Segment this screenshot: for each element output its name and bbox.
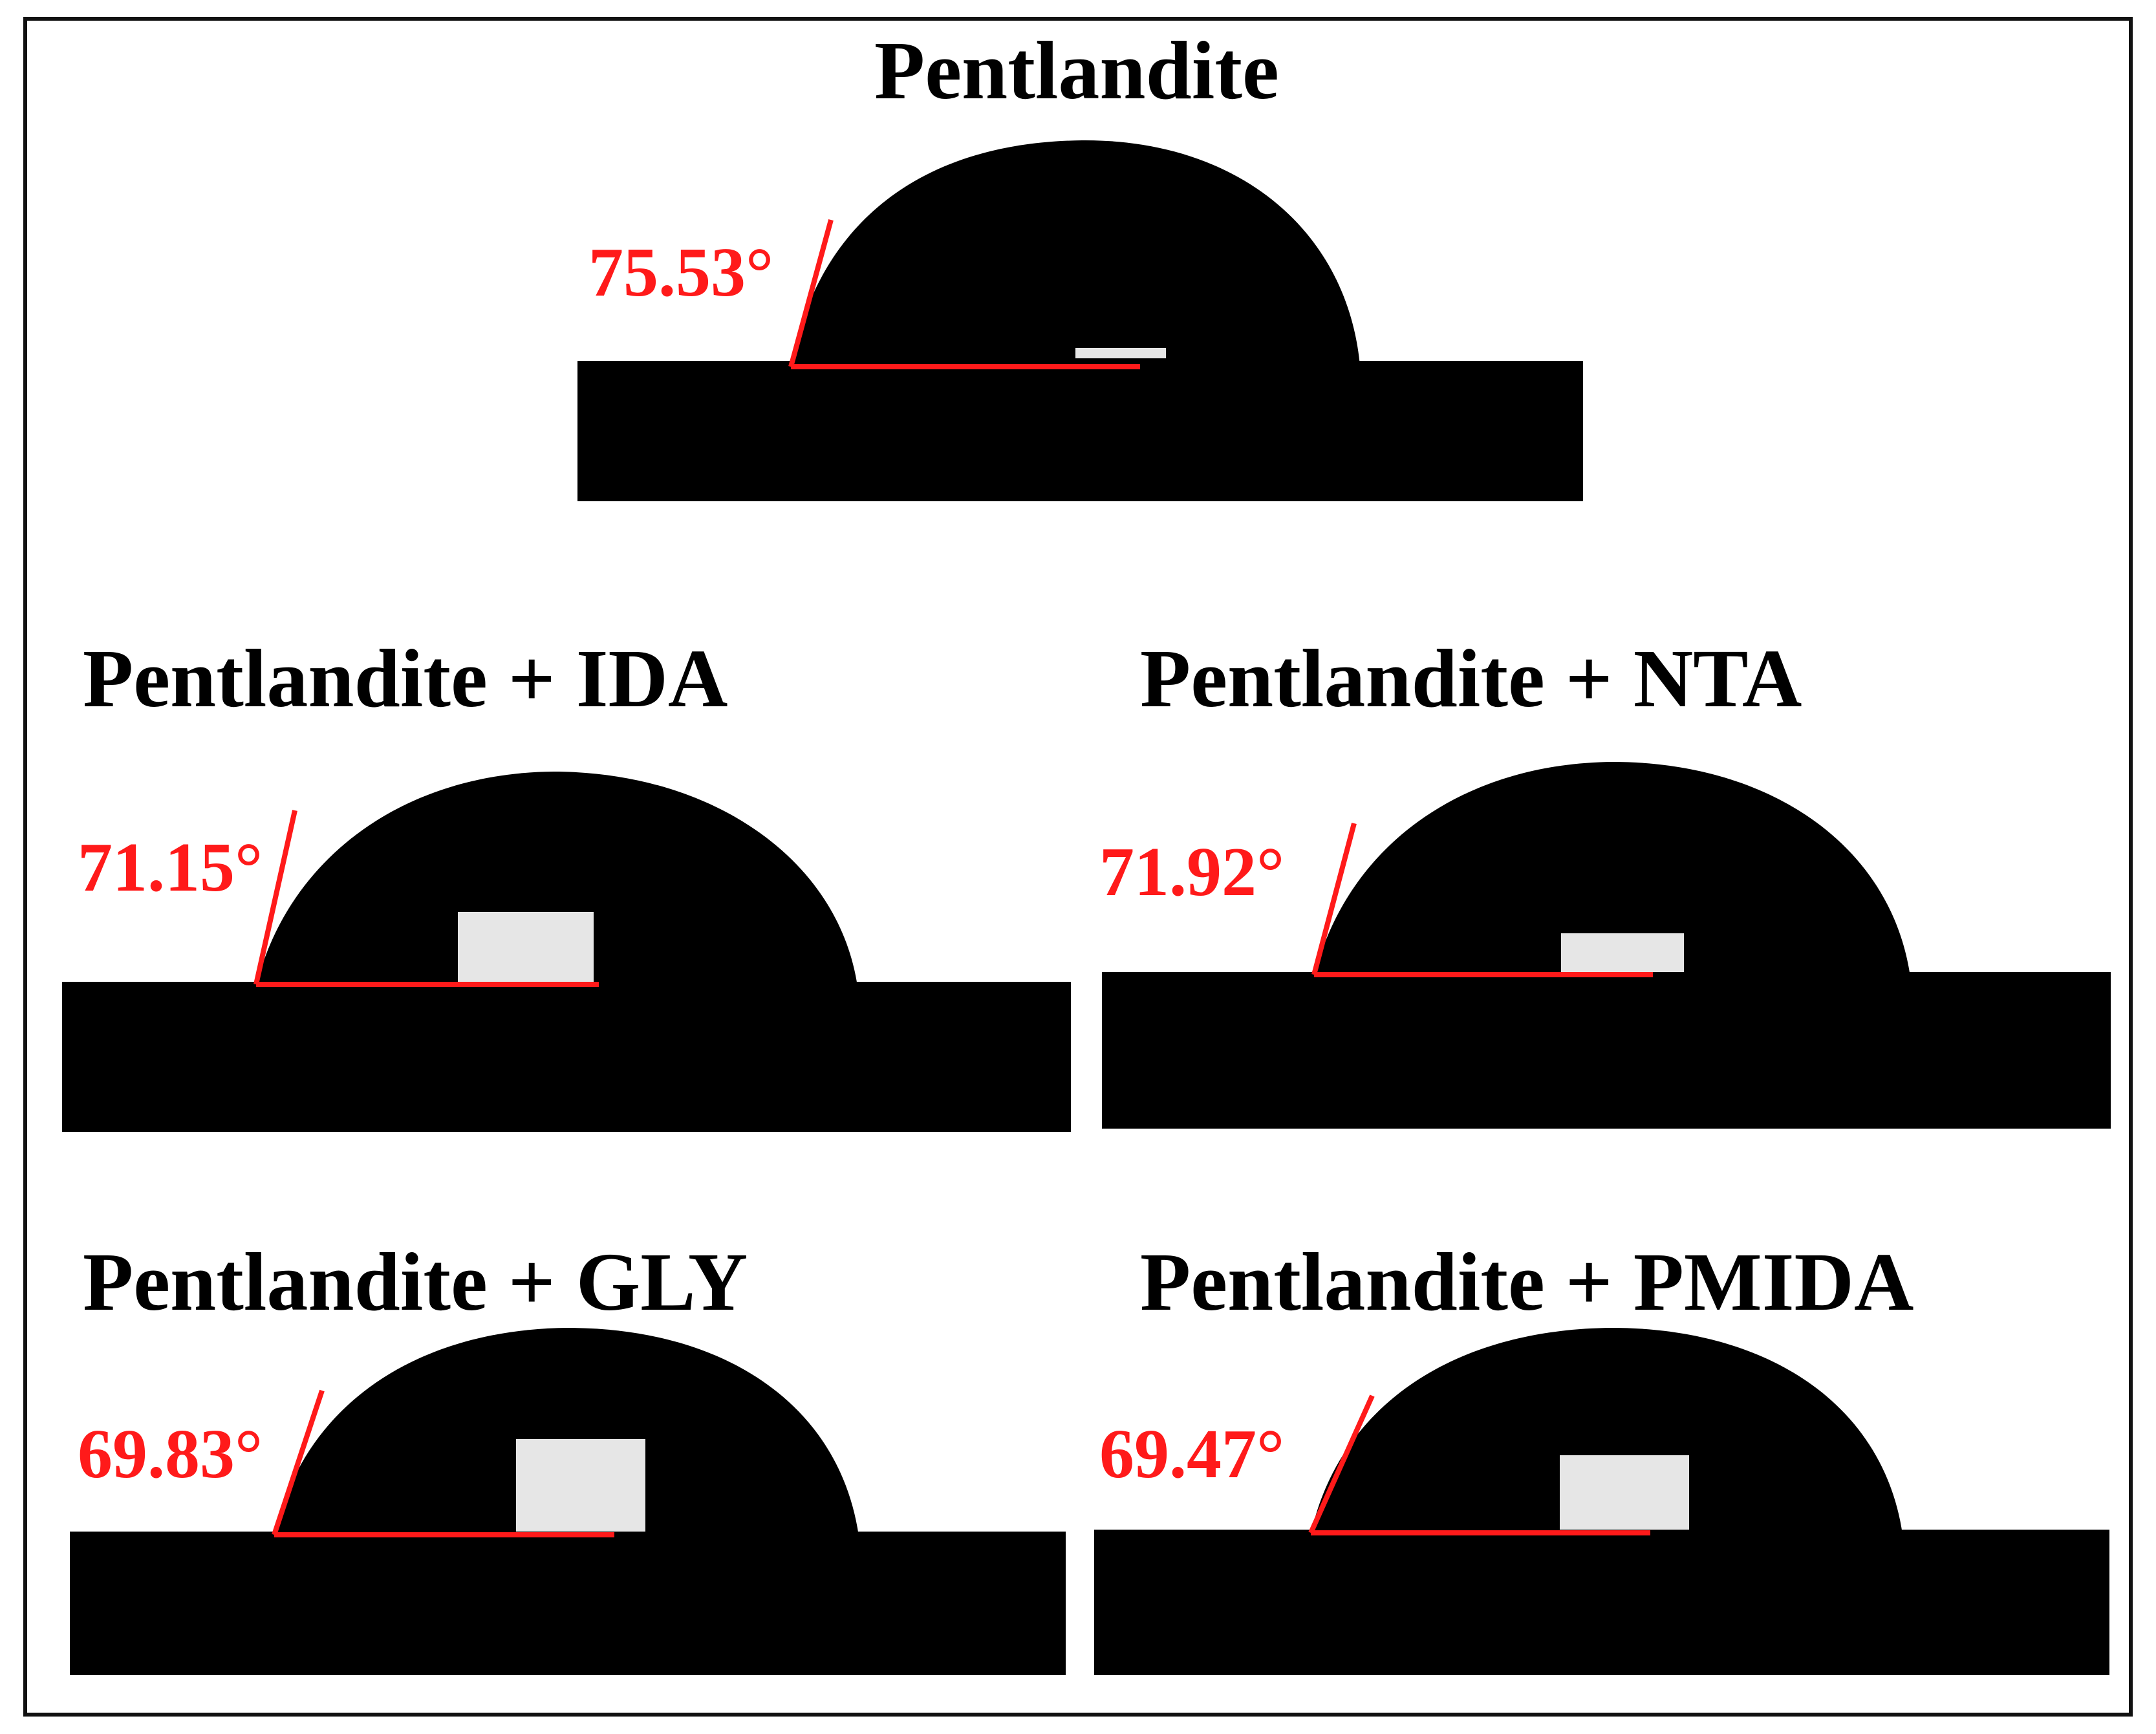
sessile-drop (1311, 1328, 1903, 1534)
droplet-photo-pentlandite-nta (1102, 762, 2111, 1129)
contact-angle-label-pentlandite-gly: 69.83° (78, 1416, 263, 1493)
tangent-line (272, 1389, 325, 1536)
light-reflection (1075, 348, 1166, 358)
substrate (70, 1532, 1066, 1675)
tangent-line (788, 219, 834, 368)
droplet-photo-pentlandite-pmida (1094, 1328, 2109, 1675)
droplet-image-pentlandite-ida (62, 766, 1071, 1132)
panel-title-pentlandite-pmida: Pentlandite + PMIDA (1140, 1236, 1914, 1328)
tangent-line (253, 810, 297, 985)
droplet-image-pentlandite-gly (70, 1326, 1066, 1675)
droplet-image-pentlandite (577, 126, 1583, 501)
tangent-line (1311, 822, 1357, 976)
light-reflection (1561, 933, 1684, 972)
substrate (577, 361, 1583, 501)
droplet-image-pentlandite-nta (1102, 760, 2111, 1129)
tangent-line (1308, 1394, 1375, 1534)
droplet-photo-pentlandite-ida (62, 772, 1071, 1132)
light-reflection (1560, 1455, 1689, 1530)
panel-title-pentlandite-nta: Pentlandite + NTA (1140, 633, 1802, 724)
substrate (1094, 1530, 2109, 1675)
sessile-drop (1314, 762, 1910, 977)
panel-title-pentlandite-gly: Pentlandite + GLY (83, 1236, 748, 1328)
substrate (1102, 972, 2111, 1129)
droplet-photo-pentlandite (577, 140, 1583, 501)
contact-angle-label-pentlandite: 75.53° (588, 234, 774, 311)
light-reflection (458, 912, 594, 982)
light-reflection (516, 1439, 645, 1532)
contact-angle-label-pentlandite-nta: 71.92° (1099, 834, 1285, 911)
droplet-image-pentlandite-pmida (1094, 1326, 2109, 1675)
droplet-photo-pentlandite-gly (70, 1328, 1066, 1675)
substrate (62, 982, 1071, 1132)
sessile-drop (791, 140, 1360, 365)
panel-title-pentlandite-ida: Pentlandite + IDA (83, 633, 728, 724)
figure-frame (23, 17, 2133, 1717)
sessile-drop (256, 772, 857, 986)
contact-angle-label-pentlandite-pmida: 69.47° (1099, 1416, 1285, 1493)
contact-angle-label-pentlandite-ida: 71.15° (78, 829, 263, 906)
sessile-drop (274, 1328, 859, 1536)
panel-title-pentlandite: Pentlandite (874, 25, 1279, 116)
